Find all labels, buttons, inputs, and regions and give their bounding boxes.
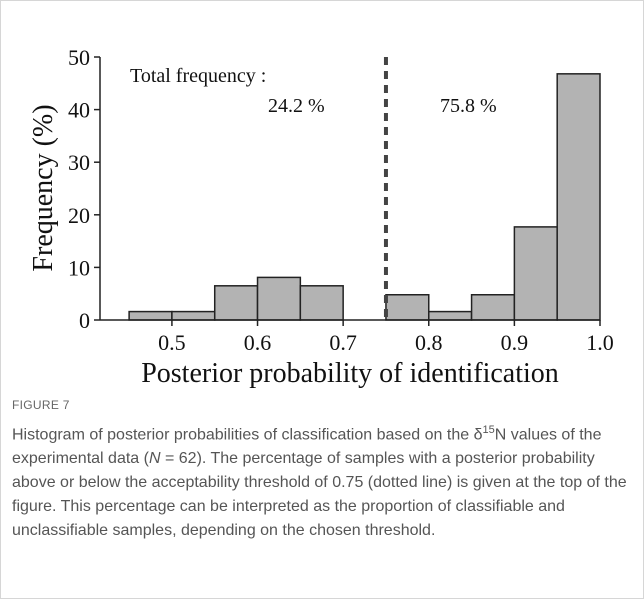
figure-label: FIGURE 7	[12, 398, 70, 412]
chart: Total frequency : 24.2 % 75.8 % Posterio…	[28, 45, 614, 389]
x-tick-label: 0.6	[244, 330, 272, 355]
x-axis-label: Posterior probability of identification	[141, 358, 559, 389]
annotation: 24.2 %	[268, 95, 325, 117]
annotation: Total frequency :	[130, 65, 266, 87]
bar	[428, 310, 473, 321]
bar	[128, 310, 173, 321]
y-tick-label: 20	[68, 203, 90, 228]
x-tick-label: 0.5	[158, 330, 186, 355]
x-tick-label: 1.0	[586, 330, 614, 355]
caption: Histogram of posterior probabilities of …	[12, 418, 630, 543]
bar	[299, 285, 344, 321]
x-tick-label: 0.9	[501, 330, 529, 355]
bar	[513, 226, 558, 321]
caption-superscript: 15	[482, 424, 495, 436]
annotation: 75.8 %	[440, 95, 497, 117]
bar	[385, 294, 430, 321]
y-tick-label: 10	[68, 255, 90, 280]
x-tick-label: 0.7	[329, 330, 357, 355]
caption-text: N values of the experimental data (	[12, 426, 602, 468]
bar	[171, 310, 216, 321]
y-tick-label: 0	[79, 308, 90, 333]
x-tick-label: 0.8	[415, 330, 443, 355]
caption-italic: N	[148, 450, 161, 468]
bar	[556, 73, 601, 321]
y-tick-label: 50	[68, 45, 90, 70]
y-axis-label: Frequency (%)	[28, 104, 59, 271]
y-tick-label: 40	[68, 98, 90, 123]
caption-text: = 62). The percentage of samples with a …	[12, 450, 627, 540]
bar	[470, 294, 516, 321]
y-tick-label: 30	[68, 150, 90, 175]
bar	[256, 276, 302, 321]
bar	[213, 285, 259, 321]
caption-text: Histogram of posterior probabilities of …	[12, 426, 483, 444]
